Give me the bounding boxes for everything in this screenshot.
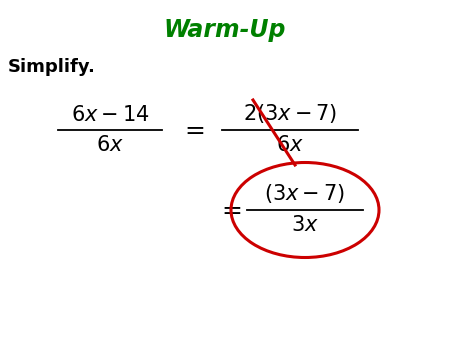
Text: $6x$: $6x$ [276,135,304,155]
Text: $3x$: $3x$ [291,215,319,235]
Text: $(3x-7)$: $(3x-7)$ [265,182,346,205]
Text: $=$: $=$ [180,119,206,142]
Text: Simplify.: Simplify. [8,58,96,76]
Text: $6x-14$: $6x-14$ [71,105,149,125]
Text: Warm-Up: Warm-Up [164,18,286,42]
Text: $=$: $=$ [217,198,243,221]
Text: $2(3x-7)$: $2(3x-7)$ [243,102,337,125]
Text: $6x$: $6x$ [96,135,124,155]
